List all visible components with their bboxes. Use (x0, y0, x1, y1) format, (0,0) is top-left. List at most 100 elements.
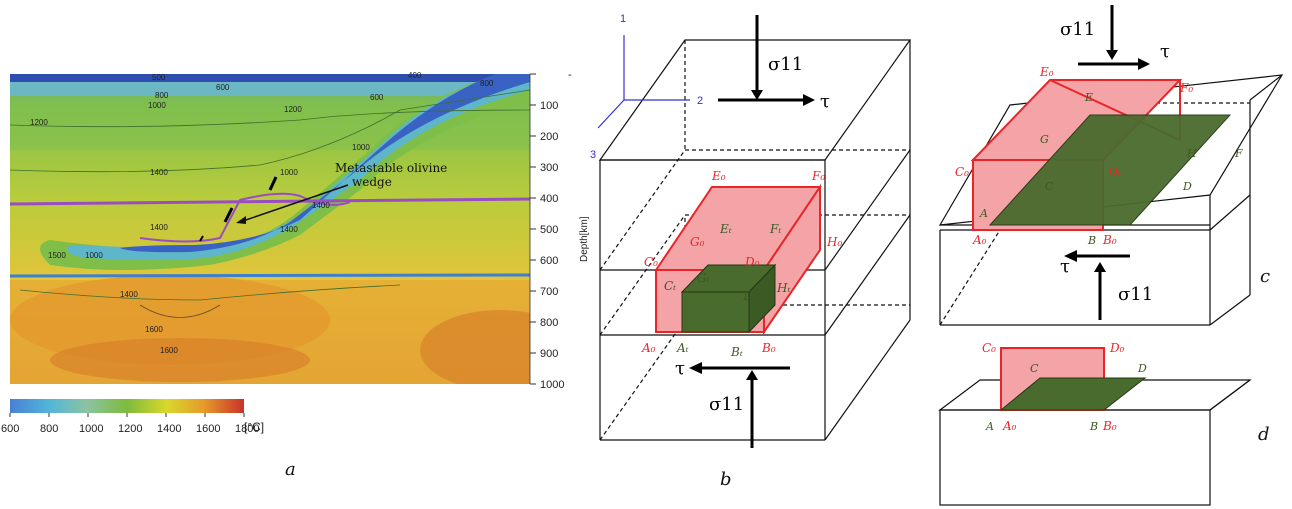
label-C: C (1045, 180, 1054, 193)
label-Ct: Cₜ (664, 279, 676, 293)
label-Ft: Fₜ (769, 222, 781, 236)
contour-labels: 500 800 1000 1200 1400 1400 1400 1000 15… (30, 71, 494, 355)
axis-2-label: 2 (697, 95, 703, 107)
label-E: E (1084, 91, 1093, 104)
label-At: Aₜ (676, 341, 689, 355)
contour-label: 1000 (352, 143, 370, 152)
label-G0: G₀ (690, 235, 705, 249)
depth-tick-label: 400 (540, 193, 558, 205)
label-B0: B₀ (761, 341, 776, 355)
contour-label: 1600 (145, 325, 163, 334)
tau-bottom-c: τ (1060, 256, 1070, 277)
contour-label: 1400 (150, 168, 168, 177)
depth-tick-label: 1000 (540, 379, 564, 391)
annotation-arrow (239, 184, 349, 223)
label-C0: C₀ (982, 341, 996, 355)
contour-label: 1200 (30, 118, 48, 127)
colorbar-unit: [°C] (244, 420, 264, 434)
label-A0: A₀ (972, 233, 987, 247)
label-D0: D₀ (1107, 165, 1123, 179)
label-E0: E₀ (1039, 65, 1054, 79)
wedge-annotation-line2: wedge (352, 175, 392, 189)
axis-3-label: 3 (590, 149, 596, 161)
label-B: B (1087, 234, 1096, 247)
contour-label: 500 (152, 73, 166, 82)
sigma-top-c: σ11 (1060, 19, 1095, 40)
depth-axis-label: Depth[km] (579, 216, 590, 262)
annotation-arrowhead (236, 216, 246, 224)
sigma-bottom-c: σ11 (1118, 284, 1153, 305)
panel-b-green-box (680, 263, 777, 334)
label-G: G (1040, 133, 1049, 146)
label-C0: C₀ (955, 165, 969, 179)
panel-b-red-labels: E₀ F₀ G₀ H₀ C₀ D₀ A₀ B₀ (641, 169, 842, 355)
label-H: H (1186, 147, 1197, 160)
contour-label: 1600 (160, 346, 178, 355)
colorbar-ticks: 600 800 1000 1200 1400 1600 1800 (1, 413, 259, 435)
contour-label: 1400 (280, 225, 298, 234)
label-Dt: Dₜ (742, 289, 756, 303)
label-A: A (985, 420, 994, 433)
label-B0: B₀ (1102, 419, 1117, 433)
wedge-marker (268, 176, 278, 191)
contour-label: 800 (480, 79, 494, 88)
depth-axis: - 100 200 300 400 500 600 700 800 900 1000 (529, 69, 572, 391)
label-F0: F₀ (811, 169, 825, 183)
wedge-marker (199, 235, 204, 242)
tau-top-b: τ (820, 91, 830, 112)
contour-label: 1000 (280, 168, 298, 177)
panel-c-green-labels: E F G H C D A B (979, 91, 1243, 247)
panel-c-red-labels: E₀ F₀ C₀ D₀ A₀ B₀ (955, 65, 1193, 247)
label-C0: C₀ (644, 255, 658, 269)
label-B: B (1089, 420, 1098, 433)
colorbar-tick-label: 600 (1, 423, 19, 435)
label-E0: E₀ (711, 169, 726, 183)
contour-label: 600 (370, 93, 384, 102)
contour-label: 1000 (85, 251, 103, 260)
contour-label: 600 (216, 83, 230, 92)
contour-label: 1400 (150, 223, 168, 232)
depth-tick-label: 700 (540, 286, 558, 298)
label-H0: H₀ (826, 235, 842, 249)
label-F0: F₀ (1179, 81, 1193, 95)
sigma-bottom-b: σ11 (709, 394, 744, 415)
axis-1-label: 1 (620, 13, 626, 25)
depth-tick-label: 100 (540, 100, 558, 112)
coordinate-axes (597, 35, 690, 129)
colorbar-tick-label: 1800 (235, 423, 259, 435)
label-A0: A₀ (1002, 419, 1017, 433)
label-A0: A₀ (641, 341, 656, 355)
colorbar-tick-label: 800 (40, 423, 58, 435)
label-A: A (979, 207, 988, 220)
panel-a-map (10, 74, 530, 384)
contour-label: 1500 (48, 251, 66, 260)
caption-c: c (1260, 266, 1270, 287)
tau-bottom-b: τ (675, 358, 685, 379)
panel-d-green-parallelogram (999, 377, 1147, 411)
label-Et: Eₜ (719, 222, 732, 236)
depth-tick-label: 900 (540, 348, 558, 360)
label-D: D (1182, 180, 1192, 193)
contour-label: 1400 (120, 290, 138, 299)
depth-tick-label: 500 (540, 224, 558, 236)
panel-d-green-labels: C D A B (985, 362, 1147, 433)
panel-c-arrows (1075, 5, 1140, 320)
contour-label: 400 (408, 71, 422, 80)
panel-d-red-labels: C₀ D₀ A₀ B₀ (982, 341, 1125, 433)
label-D0: D₀ (744, 255, 760, 269)
colorbar (10, 399, 244, 413)
contour-label: 1400 (312, 201, 330, 210)
depth-tick-label: 200 (540, 131, 558, 143)
label-B0: B₀ (1102, 233, 1117, 247)
label-D: D (1137, 362, 1147, 375)
wedge-marker (223, 207, 234, 223)
label-F: F (1234, 147, 1243, 160)
colorbar-tick-label: 1200 (118, 423, 142, 435)
panel-c-green-parallelogram (988, 114, 1232, 226)
colorbar-tick-label: 1000 (79, 423, 103, 435)
depth-tick-label: 600 (540, 255, 558, 267)
contour-label: 1000 (148, 101, 166, 110)
tau-top-c: τ (1160, 41, 1170, 62)
depth-tick-label: 300 (540, 162, 558, 174)
